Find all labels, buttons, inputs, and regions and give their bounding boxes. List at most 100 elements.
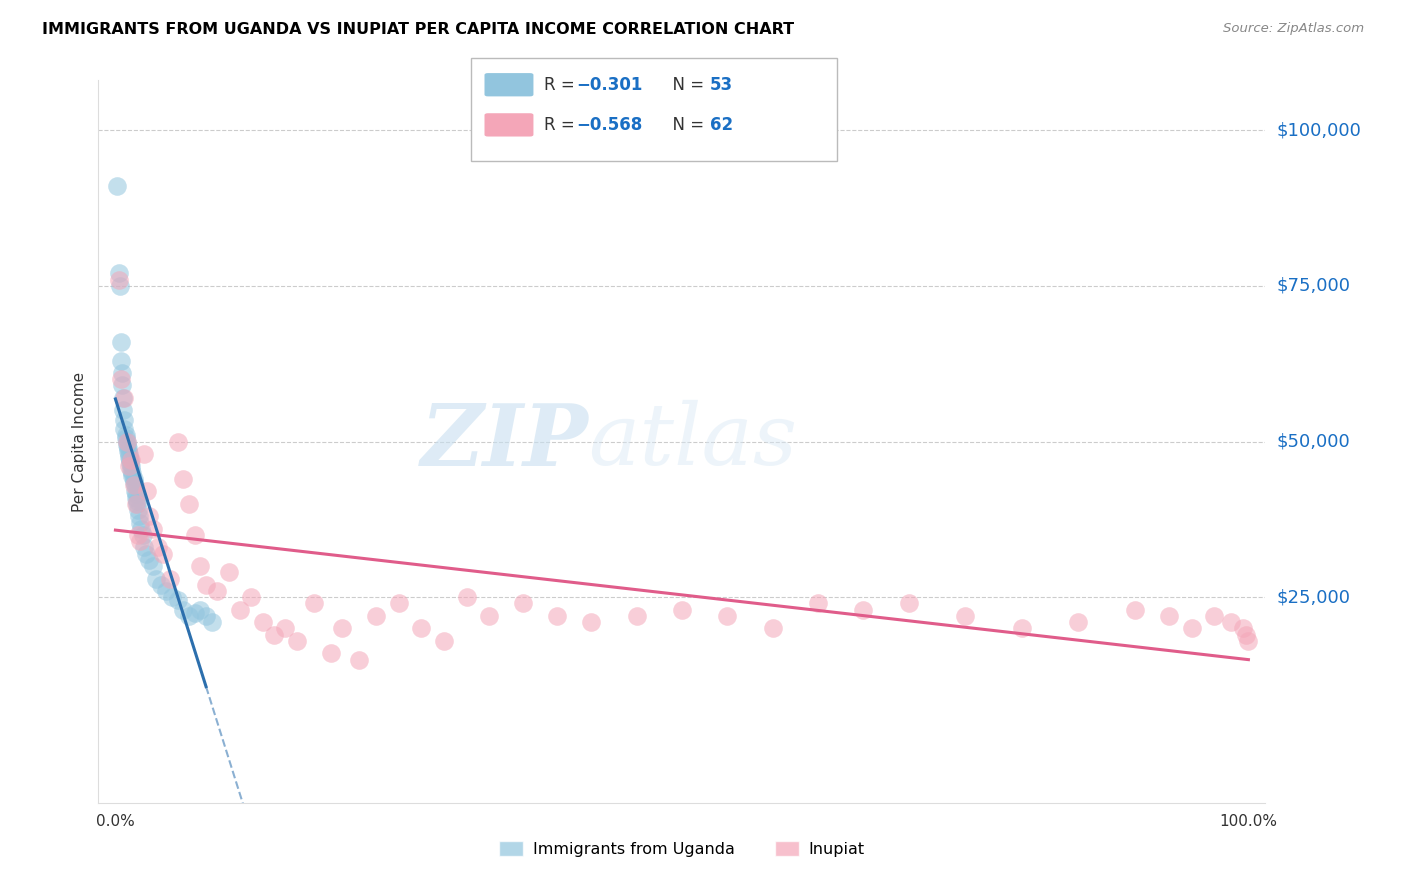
Point xyxy=(114,428,136,442)
Point xyxy=(118,459,141,474)
Point xyxy=(364,609,387,624)
Point xyxy=(807,597,830,611)
Point xyxy=(115,437,138,451)
Text: $50,000: $50,000 xyxy=(1277,433,1350,450)
Text: ZIP: ZIP xyxy=(420,400,589,483)
Point xyxy=(118,447,141,461)
Point xyxy=(285,633,308,648)
Point xyxy=(142,559,165,574)
FancyBboxPatch shape xyxy=(484,112,534,137)
Point xyxy=(114,432,136,446)
Point xyxy=(145,572,167,586)
Y-axis label: Per Capita Income: Per Capita Income xyxy=(72,371,87,512)
Point xyxy=(120,453,142,467)
Point xyxy=(716,609,738,624)
Point xyxy=(195,578,218,592)
Legend: Immigrants from Uganda, Inupiat: Immigrants from Uganda, Inupiat xyxy=(494,835,870,863)
Point xyxy=(319,646,342,660)
Point xyxy=(120,456,142,470)
Point xyxy=(155,584,177,599)
Point xyxy=(761,621,783,635)
Point xyxy=(388,597,411,611)
Point xyxy=(166,434,188,449)
Point xyxy=(115,434,138,449)
Text: $100,000: $100,000 xyxy=(1277,121,1361,139)
Point xyxy=(347,652,370,666)
Point xyxy=(263,627,285,641)
Point xyxy=(218,566,240,580)
Point xyxy=(302,597,325,611)
Point xyxy=(138,509,160,524)
Point xyxy=(125,487,148,501)
Point xyxy=(456,591,478,605)
Point xyxy=(195,609,218,624)
Point xyxy=(190,559,212,574)
Point xyxy=(671,603,693,617)
Point xyxy=(478,609,501,624)
Point xyxy=(121,468,143,483)
Point xyxy=(127,503,149,517)
Text: Source: ZipAtlas.com: Source: ZipAtlas.com xyxy=(1223,22,1364,36)
Point xyxy=(121,466,143,480)
Point xyxy=(115,434,138,449)
Point xyxy=(112,403,135,417)
Point xyxy=(114,422,136,436)
Point xyxy=(122,472,145,486)
Point xyxy=(852,603,875,617)
Point xyxy=(183,606,205,620)
Point xyxy=(120,459,142,474)
Point xyxy=(149,578,172,592)
Point xyxy=(124,484,146,499)
Point xyxy=(129,534,152,549)
Point xyxy=(132,541,155,555)
Point xyxy=(114,413,136,427)
Text: −0.568: −0.568 xyxy=(576,116,643,134)
Point xyxy=(111,378,134,392)
Point xyxy=(411,621,433,635)
Point xyxy=(177,497,200,511)
Point xyxy=(122,475,145,489)
FancyBboxPatch shape xyxy=(484,72,534,97)
Point xyxy=(581,615,603,630)
Point xyxy=(1232,621,1254,635)
Point xyxy=(897,597,920,611)
Point xyxy=(546,609,568,624)
Text: −0.301: −0.301 xyxy=(576,76,643,94)
Point xyxy=(108,272,131,286)
Point xyxy=(1123,603,1146,617)
Point xyxy=(160,591,183,605)
Point xyxy=(330,621,353,635)
Point xyxy=(138,553,160,567)
Point xyxy=(132,447,155,461)
Point xyxy=(108,278,131,293)
Point xyxy=(127,528,149,542)
Point xyxy=(207,584,229,599)
Point xyxy=(1204,609,1226,624)
Point xyxy=(274,621,297,635)
Point xyxy=(166,593,188,607)
Point xyxy=(433,633,456,648)
Point xyxy=(148,541,170,555)
Text: N =: N = xyxy=(662,116,710,134)
Point xyxy=(110,334,132,349)
Point xyxy=(252,615,274,630)
Point xyxy=(117,443,139,458)
Point xyxy=(125,497,148,511)
Text: $75,000: $75,000 xyxy=(1277,277,1351,295)
Text: 62: 62 xyxy=(710,116,733,134)
Point xyxy=(626,609,648,624)
Point xyxy=(110,372,132,386)
Text: R =: R = xyxy=(544,76,581,94)
Point xyxy=(125,491,148,505)
Point xyxy=(111,366,134,380)
Point xyxy=(120,462,142,476)
Point xyxy=(1220,615,1243,630)
Point xyxy=(105,179,128,194)
Point xyxy=(114,391,136,405)
Point xyxy=(118,450,141,464)
Point xyxy=(1159,609,1181,624)
Point xyxy=(120,453,142,467)
Point xyxy=(142,522,165,536)
Point xyxy=(135,547,157,561)
Point xyxy=(112,391,135,405)
